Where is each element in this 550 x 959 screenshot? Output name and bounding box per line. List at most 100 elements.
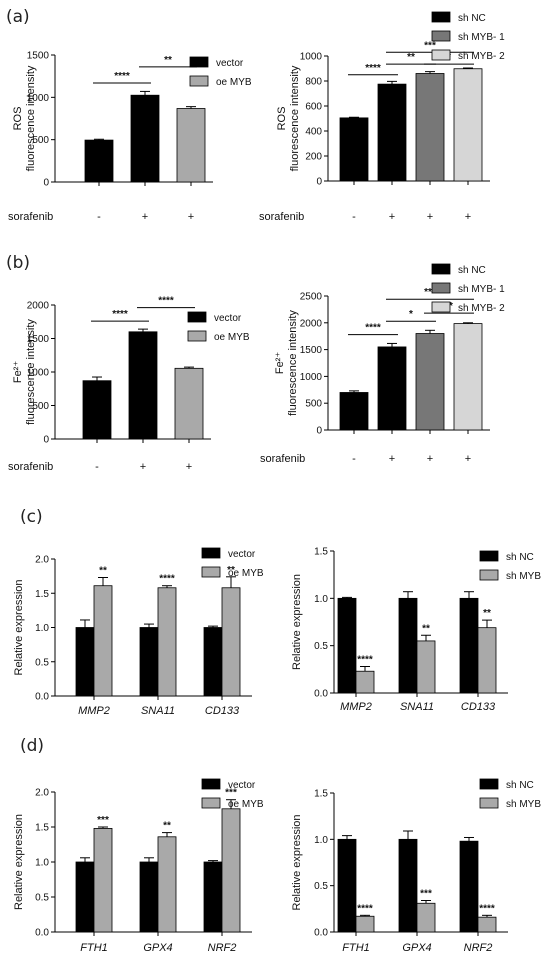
chart-b-left-legend-swatch xyxy=(187,311,207,323)
chart-d-right-legend-label: sh MYB xyxy=(506,799,541,810)
chart-d-left-category-label: NRF2 xyxy=(208,942,237,954)
chart-b-left-legend-label: oe MYB xyxy=(214,332,250,343)
chart-a-right-significance-label: *** xyxy=(424,40,436,51)
chart-d-right-bar xyxy=(477,916,497,933)
chart-d-right-category-label: FTH1 xyxy=(342,942,370,954)
panel-letter-c: (c) xyxy=(20,507,43,527)
chart-b-right-y-tick-label: 2500 xyxy=(300,292,323,303)
chart-c-left-bar xyxy=(203,627,223,697)
chart-d-left-legend-label: vector xyxy=(228,780,256,791)
chart-b-left-bar xyxy=(128,331,158,440)
chart-d-right-category-label: GPX4 xyxy=(402,942,431,954)
chart-b-right-treatment-sign: + xyxy=(465,453,471,465)
chart-b-left-y-axis-label: Fe²⁺ xyxy=(12,361,24,384)
chart-a-left-legend-label: vector xyxy=(216,58,244,69)
chart-b-left-y-tick-label: 500 xyxy=(32,401,49,412)
chart-c-right-bar xyxy=(477,627,497,694)
chart-c-right-legend-swatch xyxy=(479,569,499,581)
chart-c-right-bar xyxy=(355,670,375,694)
chart-b-right-y-tick-label: 1000 xyxy=(300,372,323,383)
chart-a-left-legend-swatch xyxy=(189,56,209,68)
chart-c-left-y-tick-label: 2.0 xyxy=(35,555,49,566)
chart-c-left-significance-label: ** xyxy=(99,565,107,576)
chart-c-left-legend-label: vector xyxy=(228,549,256,560)
panel-letter-a: (a) xyxy=(6,7,30,27)
chart-b-left-significance-label: **** xyxy=(158,296,174,307)
chart-c-left-bar xyxy=(139,627,159,697)
chart-c-left-bar xyxy=(157,587,177,697)
chart-b-left-y-tick-label: 2000 xyxy=(27,301,50,312)
chart-a-left-y-tick-label: 500 xyxy=(32,135,49,146)
chart-b-left-bar xyxy=(174,367,204,440)
chart-a-right-bar xyxy=(339,117,369,182)
chart-d-right-y-tick-label: 0.0 xyxy=(314,928,328,939)
chart-b-right-y-tick-label: 1500 xyxy=(300,345,323,356)
chart-d-left-y-tick-label: 1.0 xyxy=(35,858,49,869)
chart-c-right-bar xyxy=(416,640,436,694)
chart-b-right-y-tick-label: 0 xyxy=(316,426,322,437)
chart-d-right-legend-swatch xyxy=(479,778,499,790)
chart-a-left-y-tick-label: 1000 xyxy=(27,93,50,104)
chart-b-left-y-tick-label: 1000 xyxy=(27,368,50,379)
chart-c-right-category-label: SNA11 xyxy=(400,701,434,713)
chart-b-left-y-tick-label: 1500 xyxy=(27,334,50,345)
chart-d-left-y-tick-label: 0.0 xyxy=(35,928,49,939)
chart-a-right-treatment-sign: + xyxy=(389,211,395,223)
chart-a-right-y-tick-label: 1000 xyxy=(300,52,323,63)
chart-d-right-significance-label: **** xyxy=(479,903,495,914)
chart-a-right-legend-label: sh MYB- 2 xyxy=(458,51,505,62)
chart-c-right-legend-label: sh MYB xyxy=(506,571,541,582)
chart-a-right-legend-label: sh MYB- 1 xyxy=(458,32,505,43)
panel-letter-b: (b) xyxy=(6,253,30,273)
chart-b-left-bar xyxy=(82,380,112,440)
chart-a-right-treatment-sign: + xyxy=(465,211,471,223)
chart-c-left-significance-label: **** xyxy=(159,574,175,585)
chart-a-left-legend-swatch xyxy=(189,75,209,87)
chart-a-right-bar xyxy=(415,73,445,182)
chart-b-right-y-axis-label: Fe²⁺ xyxy=(274,352,286,375)
chart-d-left-y-tick-label: 1.5 xyxy=(35,823,49,834)
chart-b-right-legend-swatch xyxy=(431,282,451,294)
chart-a-right-y-axis-label: ROS xyxy=(276,107,288,131)
chart-d-left-significance-label: *** xyxy=(97,815,109,826)
chart-c-right-y-tick-label: 1.5 xyxy=(314,547,328,558)
chart-c-right-significance-label: ** xyxy=(422,623,430,634)
chart-c-left-bar xyxy=(75,627,95,697)
chart-c-right-category-label: CD133 xyxy=(461,701,496,713)
chart-b-right-bar xyxy=(415,333,445,431)
chart-a-right-bar xyxy=(453,68,483,182)
chart-a-left-bar xyxy=(84,139,114,183)
chart-a-right-legend-swatch xyxy=(431,30,451,42)
chart-a-left-treatment-sign: + xyxy=(188,211,194,223)
chart-c-right-y-tick-label: 0.5 xyxy=(314,641,328,652)
chart-d-right-bar xyxy=(416,902,436,933)
chart-d-left-bar xyxy=(75,861,95,933)
chart-b-left-legend-swatch xyxy=(187,330,207,342)
chart-c-left-bar xyxy=(221,587,241,697)
chart-d-left-bar xyxy=(93,828,113,933)
chart-b-right-y-axis-label: fluorescence intensity xyxy=(287,310,299,416)
chart-c-right-bar xyxy=(337,597,357,694)
chart-d-right-bar xyxy=(337,838,357,933)
chart-a-right-legend-label: sh NC xyxy=(458,13,486,24)
chart-b-left-treatment-sign: + xyxy=(186,461,192,473)
chart-d-right-bar xyxy=(459,840,479,933)
chart-b-right-bar xyxy=(339,392,369,431)
chart-c-left-category-label: MMP2 xyxy=(78,705,110,717)
chart-a-right-y-axis-label: fluorescence intensity xyxy=(289,65,301,171)
chart-c-left-legend-label: oe MYB xyxy=(228,568,264,579)
chart-b-right-treatment-sign: - xyxy=(352,453,356,465)
chart-c-right-category-label: MMP2 xyxy=(340,701,372,713)
chart-b-right-treatment-label: sorafenib xyxy=(260,453,305,465)
chart-b-left-y-axis-label: fluorescence intensity xyxy=(25,319,37,425)
chart-a-right-y-tick-label: 200 xyxy=(305,152,322,163)
chart-a-right-treatment-sign: - xyxy=(352,211,356,223)
chart-a-right-significance-label: **** xyxy=(365,63,381,74)
chart-d-left-bar xyxy=(139,861,159,933)
chart-a-left-bar xyxy=(130,94,160,183)
chart-c-left-legend-swatch xyxy=(201,566,221,578)
chart-b-right-legend-swatch xyxy=(431,263,451,275)
chart-b-left-significance-label: **** xyxy=(112,309,128,320)
chart-a-right-y-tick-label: 0 xyxy=(316,177,322,188)
